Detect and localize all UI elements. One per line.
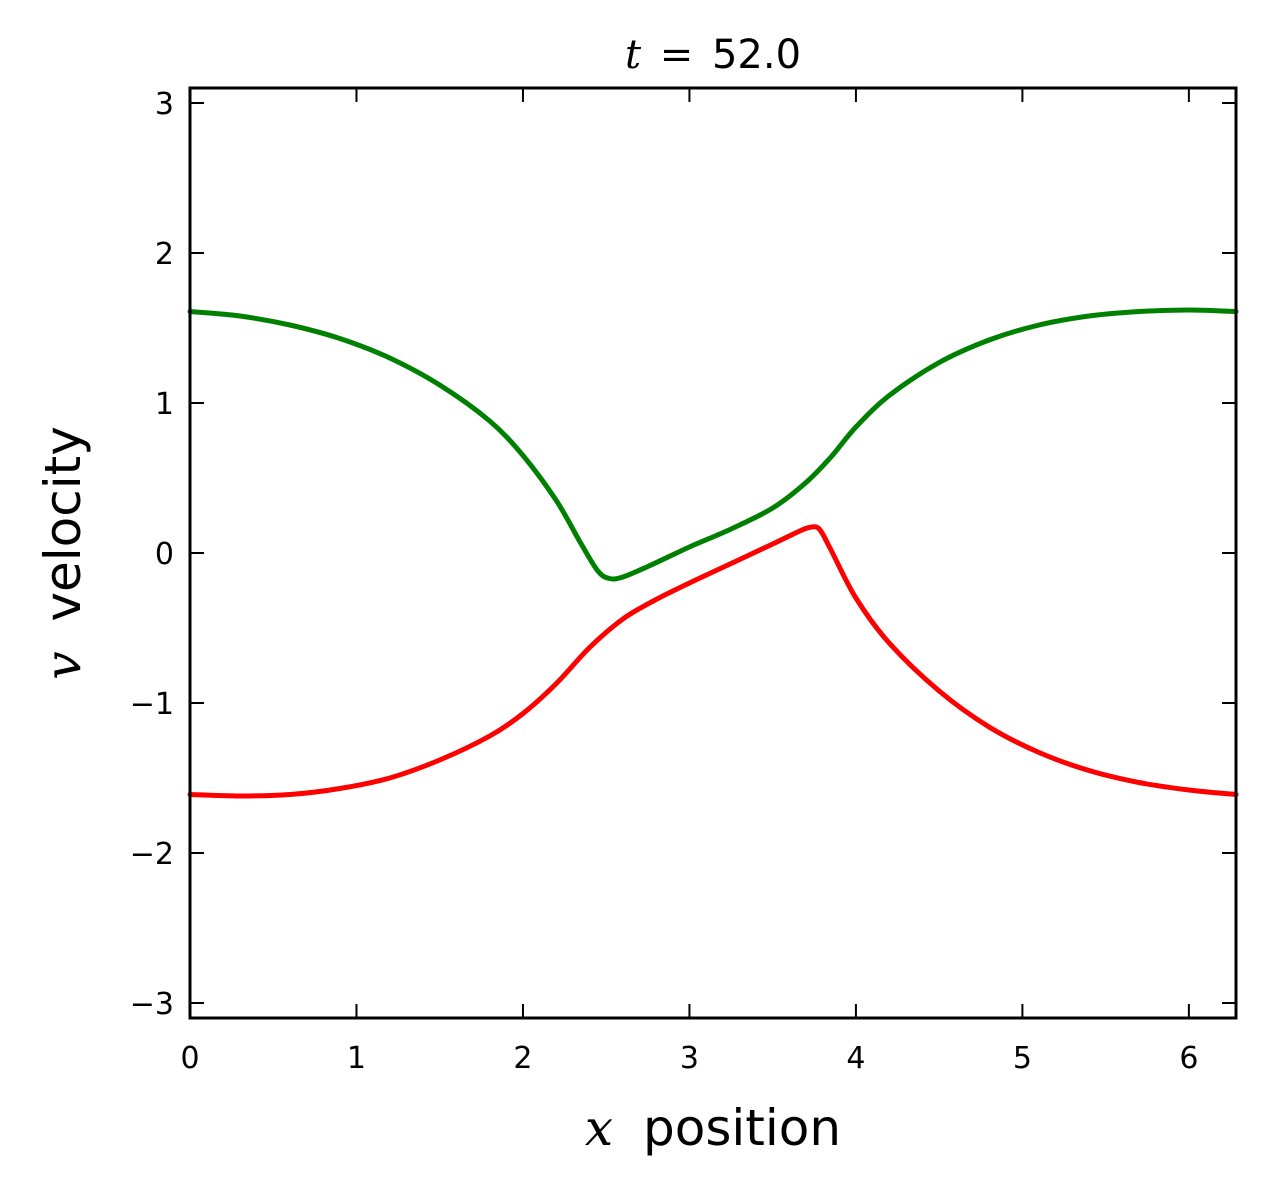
x-axis-variable: x (585, 1099, 613, 1157)
series-layer (187, 307, 1239, 799)
y-tick-label: 3 (155, 87, 174, 122)
chart-title: t = 52.0 (625, 32, 801, 78)
series-line-2 (187, 524, 1239, 799)
title-equals: = (660, 32, 694, 78)
title-value: 52.0 (712, 32, 801, 78)
y-tick-label: −3 (130, 987, 174, 1022)
plot-frame (188, 86, 1238, 1020)
tick-labels: 0 1 2 3 4 5 6 −3 −2 −1 0 1 2 3 (130, 87, 1199, 1076)
y-tick-label: 1 (155, 387, 174, 422)
y-tick-label: 0 (155, 537, 174, 572)
y-tick-label: 2 (155, 237, 174, 272)
series-line-1 (187, 307, 1239, 582)
y-axis-text: velocity (34, 426, 92, 621)
y-axis-variable: v (34, 652, 92, 680)
title-variable: t (625, 32, 642, 78)
y-axis-label: v velocity (34, 426, 92, 680)
x-axis-text: position (643, 1099, 841, 1157)
x-tick-label: 5 (1013, 1041, 1032, 1076)
x-tick-label: 2 (513, 1041, 532, 1076)
x-axis-label: x position (585, 1099, 841, 1157)
x-tick-label: 3 (680, 1041, 699, 1076)
x-tick-label: 0 (180, 1041, 199, 1076)
x-tick-label: 1 (347, 1041, 366, 1076)
y-tick-label: −1 (130, 687, 174, 722)
ticks-layer (189, 88, 1236, 1018)
x-tick-label: 6 (1179, 1041, 1198, 1076)
x-tick-label: 4 (846, 1041, 865, 1076)
y-tick-label: −2 (130, 837, 174, 872)
